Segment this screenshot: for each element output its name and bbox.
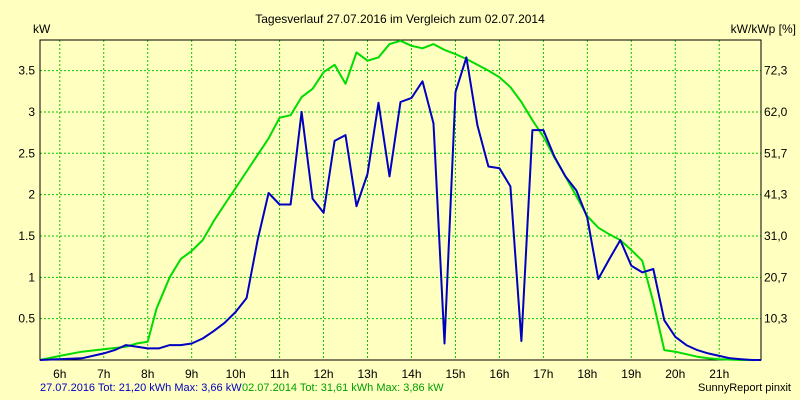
y-left-tick-label: 1.5	[18, 229, 35, 243]
y-left-tick-label: 2.5	[18, 146, 35, 160]
x-tick-label: 19h	[621, 367, 641, 381]
x-tick-label: 17h	[533, 367, 553, 381]
y-right-tick-label: 62,0	[764, 105, 788, 119]
y-left-tick-label: 0.5	[18, 312, 35, 326]
y-right-tick-label: 41,3	[764, 188, 788, 202]
chart-title: Tagesverlauf 27.07.2016 im Vergleich zum…	[255, 12, 545, 26]
y-right-label: kW/kWp [%]	[731, 22, 796, 36]
x-tick-label: 6h	[53, 367, 66, 381]
y-left-tick-labels: 0.5 1 1.5 2 2.5 3 3.5	[18, 64, 35, 326]
plot-area	[40, 40, 761, 360]
legend-series-2: 02.07.2014 Tot: 31,61 kWh Max: 3,86 kW	[242, 382, 444, 394]
x-tick-labels: 6h 7h 8h 9h 10h 11h 12h 13h 14h 15h 16h 17h 18h 19h 20…	[53, 367, 729, 381]
x-tick-label: 9h	[185, 367, 198, 381]
y-left-tick-label: 3.5	[18, 64, 35, 78]
series-line-1	[39, 56, 761, 361]
y-right-tick-label: 10,3	[764, 312, 788, 326]
grid-y	[40, 70, 761, 320]
y-left-tick-label: 1	[28, 270, 35, 284]
series-line-2	[39, 39, 761, 361]
y-right-tick-label: 20,7	[764, 270, 788, 284]
x-tick-label: 7h	[97, 367, 110, 381]
x-tick-label: 20h	[665, 367, 685, 381]
y-left-tick-label: 2	[28, 188, 35, 202]
x-tick-label: 14h	[401, 367, 421, 381]
x-tick-label: 18h	[577, 367, 597, 381]
x-tick-label: 10h	[226, 367, 246, 381]
series-layer	[39, 39, 761, 361]
y-left-label: kW	[33, 22, 51, 36]
legend-series-1: 27.07.2016 Tot: 21,20 kWh Max: 3,66 kW	[40, 382, 242, 394]
y-right-tick-label: 72,3	[764, 64, 788, 78]
x-tick-label: 11h	[270, 367, 289, 381]
y-right-tick-label: 51,7	[764, 146, 788, 160]
y-left-tick-label: 3	[28, 105, 35, 119]
y-right-tick-labels: 10,3 20,7 31,0 41,3 51,7 62,0 72,3	[764, 64, 788, 326]
x-tick-label: 16h	[489, 367, 509, 381]
credit-text: SunnyReport pinxit	[698, 382, 791, 394]
x-tick-label: 13h	[358, 367, 378, 381]
x-tick-label: 8h	[141, 367, 154, 381]
x-tick-label: 12h	[314, 367, 334, 381]
grid-x	[59, 40, 720, 360]
x-tick-label: 15h	[445, 367, 465, 381]
x-tick-label: 21h	[709, 367, 729, 381]
y-right-tick-label: 31,0	[764, 229, 788, 243]
